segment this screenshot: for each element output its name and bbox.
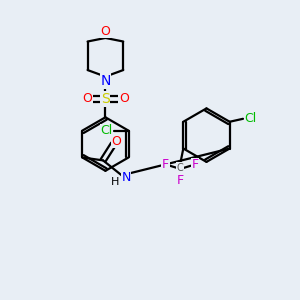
Text: Cl: Cl bbox=[100, 124, 112, 137]
Text: O: O bbox=[82, 92, 92, 105]
Text: F: F bbox=[162, 158, 169, 171]
Text: O: O bbox=[119, 92, 129, 105]
Text: N: N bbox=[100, 74, 111, 88]
Text: C: C bbox=[177, 163, 184, 173]
Text: S: S bbox=[101, 92, 110, 106]
Text: O: O bbox=[100, 25, 110, 38]
Text: F: F bbox=[177, 174, 184, 187]
Text: Cl: Cl bbox=[244, 112, 256, 125]
Text: H: H bbox=[111, 177, 119, 187]
Text: F: F bbox=[192, 158, 199, 171]
Text: N: N bbox=[121, 171, 130, 184]
Text: O: O bbox=[112, 135, 122, 148]
